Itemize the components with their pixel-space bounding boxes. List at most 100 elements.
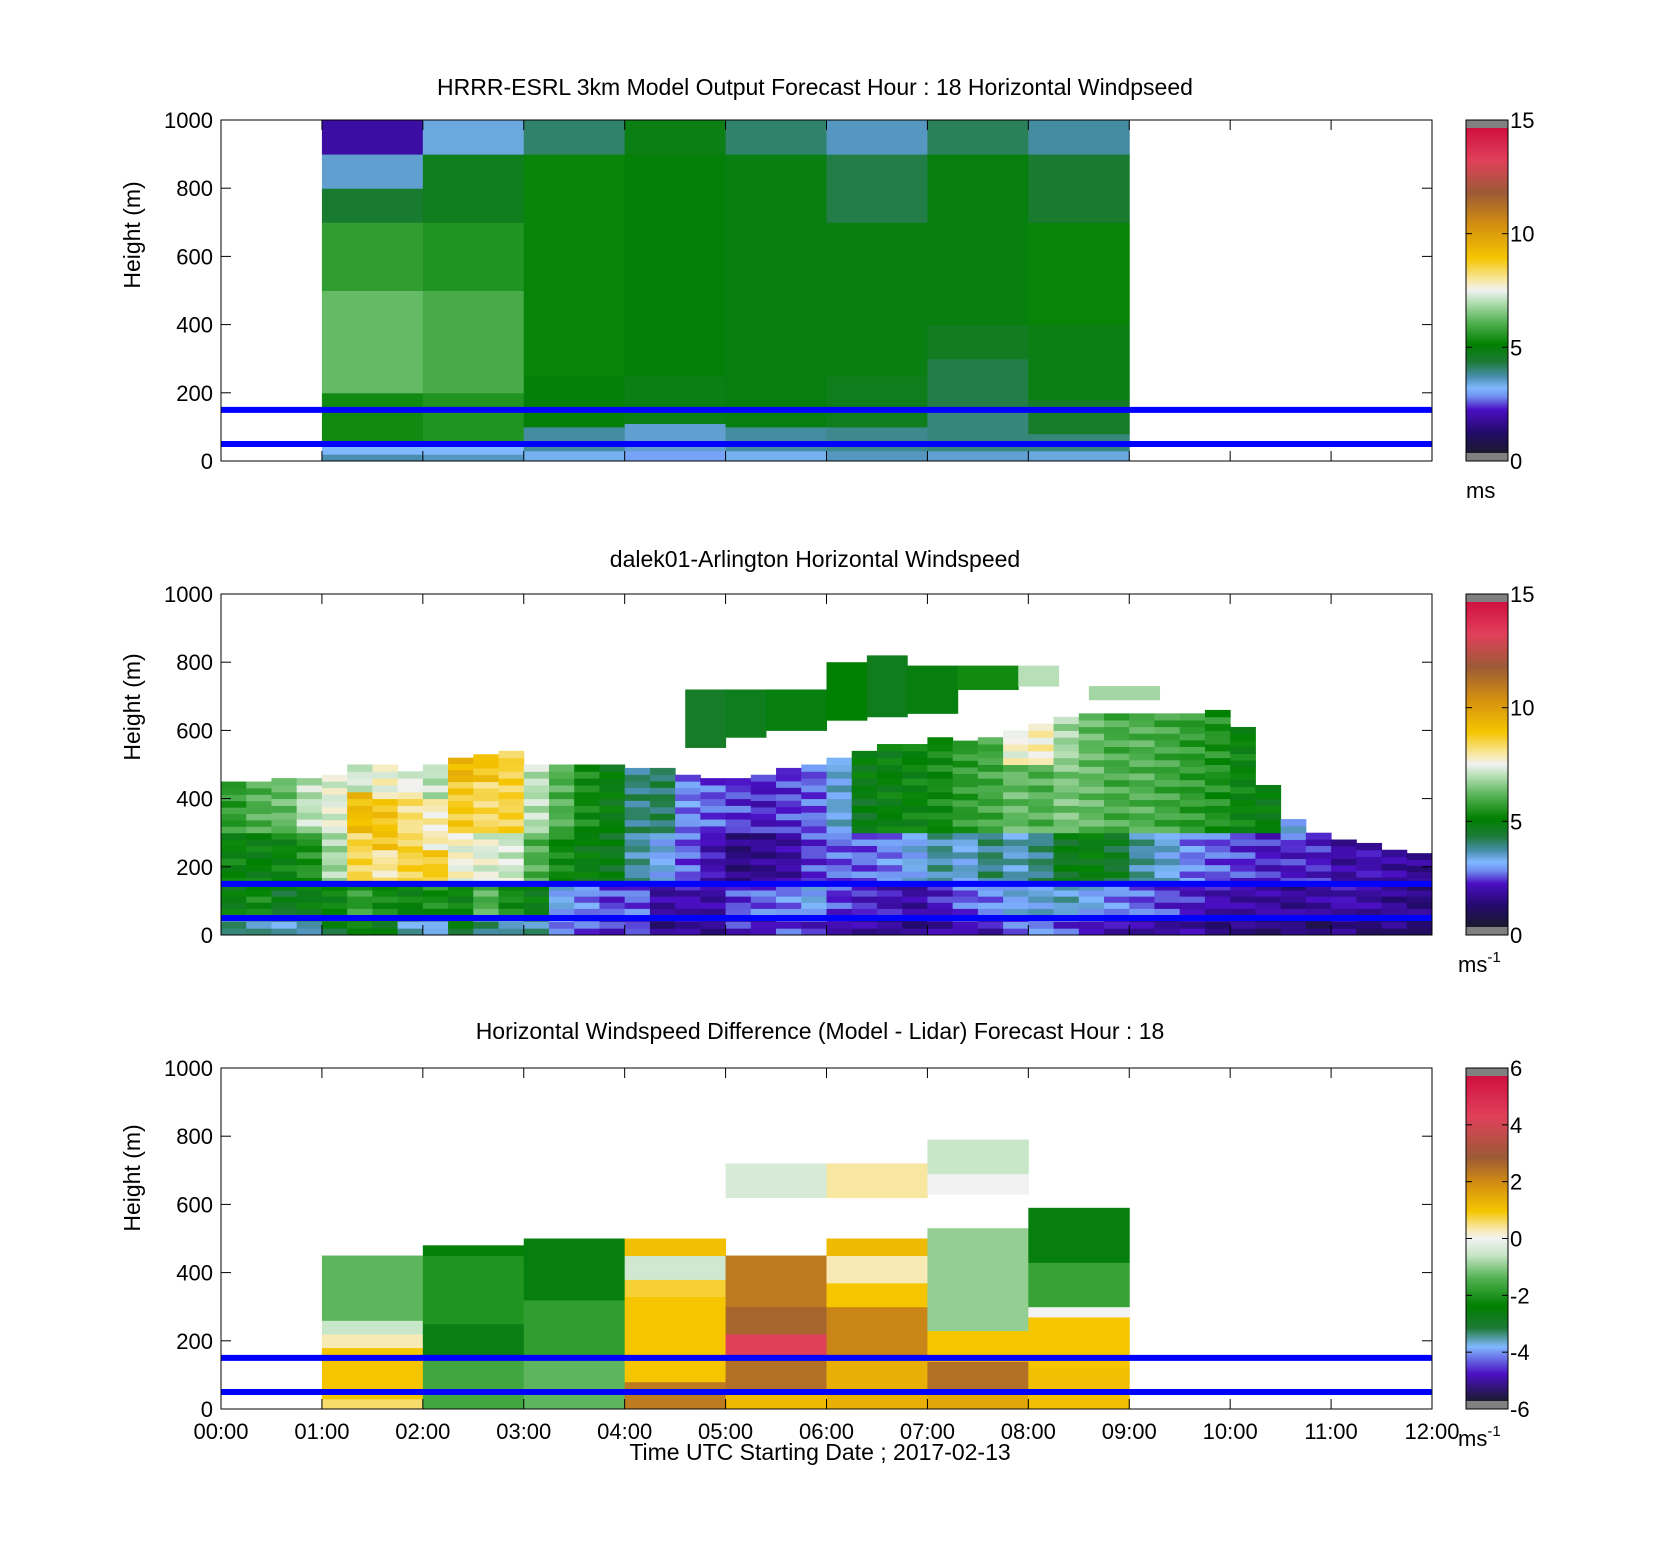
lidar-cell (876, 750, 903, 759)
lidar-cell (1179, 773, 1206, 781)
lidar-cell (1179, 826, 1206, 834)
heatmap-cell (927, 1173, 1029, 1195)
lidar-cell (1255, 858, 1282, 866)
lidar-cell (902, 825, 928, 834)
lidar-cell (649, 819, 676, 827)
lidar-cell (851, 839, 878, 846)
lidar-cell (977, 798, 1004, 806)
lidar-cell (347, 845, 373, 853)
lidar-cell (246, 883, 272, 891)
lidar-cell (296, 889, 323, 897)
lidar-panel-axes-frame (220, 593, 1433, 936)
lidar-cell (776, 780, 802, 788)
lidar-cell (397, 921, 424, 929)
model-panel-ylabel: Height (m) (119, 181, 145, 288)
lidar-cell (624, 902, 651, 909)
y-tick-label: 600 (176, 1192, 213, 1217)
lidar-cell (1078, 858, 1105, 866)
lidar-cell (1230, 826, 1256, 834)
lidar-cell (347, 864, 373, 872)
lidar-cell (902, 889, 928, 897)
lidar-cell (1204, 744, 1231, 752)
colorbar-frame (1465, 119, 1509, 462)
lidar-cell (473, 908, 500, 916)
lidar-cell (1154, 928, 1181, 935)
lidar-cell (1053, 784, 1080, 793)
lidar-cell (1179, 889, 1206, 897)
lidar-cell (1331, 845, 1357, 853)
lidar-cell (246, 800, 272, 808)
lidar-cell (801, 908, 827, 916)
y-tick-label: 800 (176, 176, 213, 201)
lidar-cell (1280, 825, 1307, 834)
colorbar-cap-low (1466, 453, 1508, 461)
lidar-cell (1003, 737, 1029, 745)
lidar-cell (548, 791, 575, 800)
lidar-cell (1078, 845, 1105, 853)
lidar-cell (372, 817, 399, 825)
lidar-cell (1129, 839, 1155, 846)
lidar-cell (422, 824, 449, 832)
lidar-cell (624, 826, 651, 834)
lidar-cell (700, 864, 727, 872)
lidar-cell (952, 902, 979, 909)
lidar-cell (548, 839, 575, 846)
lidar-cell (902, 832, 928, 840)
lidar-cell (776, 767, 802, 775)
lidar-cell (826, 764, 853, 772)
lidar-cell (1078, 896, 1105, 903)
lidar-cell (675, 832, 701, 840)
lidar-cell (851, 812, 878, 820)
lidar-cell (523, 902, 550, 909)
lidar-cell (876, 791, 903, 800)
lidar-cell (1179, 908, 1206, 916)
lidar-cell (1129, 726, 1155, 734)
lidar-cell (977, 750, 1004, 759)
lidar-cell (1003, 764, 1029, 772)
lidar-cell (750, 800, 777, 808)
lidar-cell (876, 864, 903, 872)
lidar-cell (523, 805, 550, 813)
lidar-cell (1204, 798, 1231, 806)
lidar-cell (1129, 719, 1155, 728)
heatmap-cell (1028, 120, 1130, 155)
lidar-cell (498, 832, 525, 840)
lidar-cell (498, 921, 525, 929)
lidar-cell (826, 883, 853, 891)
lidar-cell (498, 845, 525, 853)
lidar-cell (1003, 744, 1029, 752)
lidar-cell (321, 845, 348, 853)
colorbar-cap-high (1466, 594, 1508, 602)
lidar-cell (927, 771, 954, 779)
lidar-cell (952, 921, 979, 929)
lidar-cell (1356, 902, 1383, 909)
lidar-cell (1381, 863, 1408, 871)
lidar-cell (1104, 871, 1130, 878)
heatmap-cell (321, 222, 424, 291)
lidar-cell (422, 798, 449, 806)
lidar-cell (1078, 902, 1105, 909)
lidar-cell (725, 812, 752, 820)
lidar-cell (1204, 812, 1231, 820)
lidar-cell (700, 798, 727, 806)
colorbar-unit-exponent: -1 (1487, 1423, 1500, 1440)
lidar-cell (296, 812, 323, 820)
colorbar-tick-label: -4 (1510, 1340, 1530, 1365)
lidar-cell (1104, 928, 1130, 935)
lidar-cell (1204, 757, 1231, 765)
lidar-cell (750, 871, 777, 878)
lidar-cell (296, 791, 323, 800)
heatmap-cell (826, 375, 928, 428)
lidar-cell (246, 889, 272, 897)
lidar-cell (397, 889, 424, 897)
lidar-cell (1104, 839, 1130, 846)
lidar-cell (1204, 858, 1231, 866)
lidar-cell (801, 805, 827, 813)
lidar-cell (826, 805, 853, 813)
lidar-cell (700, 805, 727, 813)
lidar-cell (221, 871, 247, 878)
lidar-cell (927, 750, 954, 759)
lidar-cell (700, 825, 727, 834)
lidar-cell (750, 896, 777, 903)
lidar-cell (624, 883, 651, 891)
